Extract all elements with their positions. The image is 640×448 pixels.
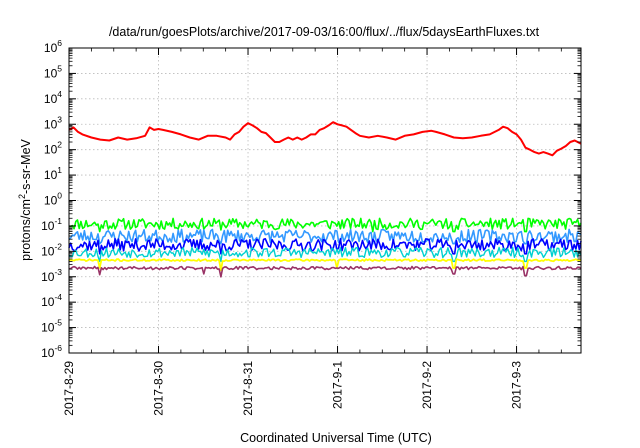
series-line-5 xyxy=(68,258,582,272)
y-tick-label: 10-6 xyxy=(41,343,62,360)
y-tick-label-exponent: 2 xyxy=(57,140,62,150)
y-tick-label-base: 10 xyxy=(41,219,55,233)
y-tick-label-exponent: -6 xyxy=(54,343,62,353)
series-line-6 xyxy=(68,265,582,278)
series-line-3 xyxy=(68,238,582,255)
grid xyxy=(69,48,581,353)
y-tick-label-base: 10 xyxy=(44,41,58,55)
series-line-4 xyxy=(68,246,582,263)
y-tick-labels: 10-610-510-410-310-210-11001011021031041… xyxy=(41,38,62,360)
x-tick-label: 2017-9-3 xyxy=(510,361,524,409)
y-tick-label-exponent: 1 xyxy=(57,165,62,175)
y-tick-label-exponent: -5 xyxy=(54,318,62,328)
x-tick-label: 2017-9-1 xyxy=(331,361,345,409)
y-tick-label-exponent: -2 xyxy=(54,241,62,251)
y-axis-label-rest: -s-sr-MeV xyxy=(19,138,33,194)
y-axis-label-superscript: 2 xyxy=(17,194,27,199)
series-group xyxy=(68,121,582,278)
y-tick-label-base: 10 xyxy=(44,194,58,208)
chart-title: /data/run/goesPlots/archive/2017-09-03/1… xyxy=(109,25,540,39)
y-tick-label-base: 10 xyxy=(44,66,58,80)
y-tick-label: 10-2 xyxy=(41,241,62,258)
y-tick-label-base: 10 xyxy=(41,244,55,258)
y-tick-label: 106 xyxy=(44,38,62,55)
y-tick-label-base: 10 xyxy=(44,143,58,157)
y-tick-label-exponent: 4 xyxy=(57,89,62,99)
y-tick-label: 103 xyxy=(44,114,62,131)
x-tick-label: 2017-8-31 xyxy=(241,361,255,416)
y-tick-label-base: 10 xyxy=(44,92,58,106)
series-line-0 xyxy=(68,121,582,157)
y-tick-label: 101 xyxy=(44,165,62,182)
y-tick-label: 10-5 xyxy=(41,318,62,335)
x-tick-label: 2017-9-2 xyxy=(420,361,434,409)
x-tick-label: 2017-8-30 xyxy=(152,361,166,416)
y-tick-label-exponent: 3 xyxy=(57,114,62,124)
y-tick-label-base: 10 xyxy=(41,321,55,335)
x-tick-label: 2017-8-29 xyxy=(62,361,76,416)
y-tick-label: 10-4 xyxy=(41,292,62,309)
y-tick-label: 100 xyxy=(44,191,62,208)
y-tick-label: 105 xyxy=(44,63,62,80)
y-tick-label: 10-3 xyxy=(41,267,62,284)
x-tick-labels: 2017-8-29 2017-8-30 2017-8-31 2017-9-1 2017-… xyxy=(62,361,524,416)
y-tick-label: 104 xyxy=(44,89,62,106)
y-axis-label: protons/cm2-s-sr-MeV xyxy=(17,138,33,260)
y-tick-label-exponent: -4 xyxy=(54,292,62,302)
axis-ticks xyxy=(68,47,581,354)
y-tick-label-base: 10 xyxy=(44,117,58,131)
y-tick-label-base: 10 xyxy=(41,270,55,284)
x-axis-label: Coordinated Universal Time (UTC) xyxy=(240,431,432,445)
y-tick-label-exponent: 6 xyxy=(57,38,62,48)
y-tick-label-base: 10 xyxy=(41,346,55,360)
y-tick-label: 102 xyxy=(44,140,62,157)
y-tick-label-exponent: -1 xyxy=(54,216,62,226)
y-tick-label: 10-1 xyxy=(41,216,62,233)
y-tick-label-exponent: -3 xyxy=(54,267,62,277)
y-axis-label-main: protons/cm xyxy=(19,199,33,261)
y-tick-label-exponent: 5 xyxy=(57,63,62,73)
y-tick-label-base: 10 xyxy=(41,295,55,309)
y-tick-label-exponent: 0 xyxy=(57,191,62,201)
series-line-1 xyxy=(68,217,582,233)
y-tick-label-base: 10 xyxy=(44,168,58,182)
